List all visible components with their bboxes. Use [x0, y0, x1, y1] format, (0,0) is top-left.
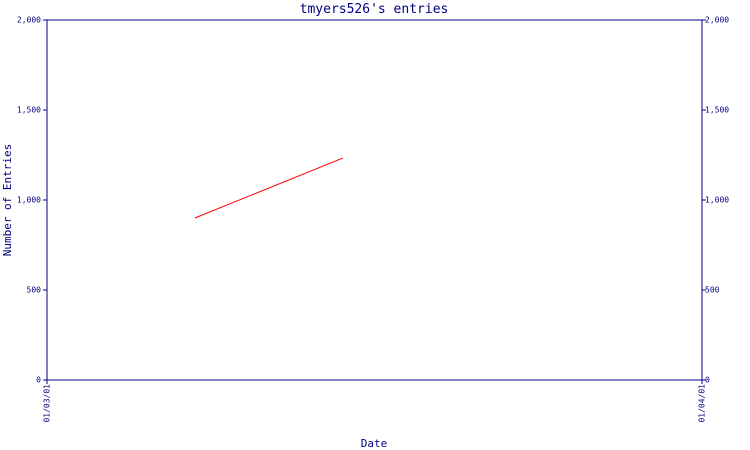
x-axis-title: Date	[361, 437, 388, 450]
chart-title: tmyers526's entries	[300, 2, 449, 17]
y-tick-label: 2,000	[17, 16, 41, 25]
x-tick-label: 01/03/01	[43, 384, 52, 423]
y2-tick-label: 0	[705, 376, 710, 385]
y2-tick-label: 500	[705, 286, 720, 295]
y-tick-label: 500	[27, 286, 42, 295]
x-tick-label: 01/04/01	[698, 384, 707, 423]
y2-tick-label: 1,000	[705, 196, 729, 205]
y-tick-label: 0	[36, 376, 41, 385]
y-tick-label: 1,500	[17, 106, 41, 115]
data-line	[194, 157, 343, 219]
y-tick-label: 1,000	[17, 196, 41, 205]
y-axis-title: Number of Entries	[1, 144, 14, 257]
plot-frame	[46, 19, 703, 381]
y2-tick-label: 2,000	[705, 16, 729, 25]
y2-tick-label: 1,500	[705, 106, 729, 115]
